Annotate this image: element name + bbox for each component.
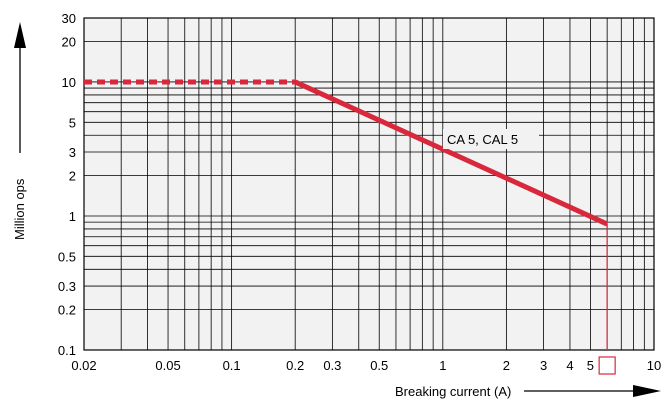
y-tick-label: 3: [69, 145, 76, 160]
y-axis: 0.1 0.2 0.3 0.5 1 2 3 5 10 20 30: [58, 11, 76, 358]
x-tick-label: 2: [503, 358, 510, 373]
grid: [84, 18, 654, 350]
x-tick-label: 10: [647, 358, 661, 373]
x-axis-title: Breaking current (A): [395, 384, 661, 399]
plot-frame: [83, 17, 655, 351]
y-axis-arrow-head: [14, 22, 26, 48]
x-tick-label: 0.02: [71, 358, 96, 373]
y-axis-label: Million ops: [12, 178, 27, 240]
x-axis-label: Breaking current (A): [395, 384, 511, 399]
y-tick-label: 5: [69, 115, 76, 130]
x-tick-label: 4: [566, 358, 573, 373]
series-label: CA 5, CAL 5: [447, 132, 518, 147]
series-layer: [84, 79, 609, 227]
x-tick-label: 0.5: [370, 358, 388, 373]
x-tick-label: 0.3: [323, 358, 341, 373]
x-tick-label: 0.2: [286, 358, 304, 373]
y-tick-label: 30: [62, 11, 76, 26]
x-tick-label: 0.05: [155, 358, 180, 373]
y-tick-label: 0.1: [58, 343, 76, 358]
plot-background: [84, 18, 654, 350]
x-tick-label: 0.1: [223, 358, 241, 373]
y-tick-label: 0.5: [58, 249, 76, 264]
x-tick-label: 1: [439, 358, 446, 373]
y-tick-label: 20: [62, 35, 76, 50]
y-tick-label: 1: [69, 209, 76, 224]
series-label-bg: [443, 129, 539, 149]
series-legend: CA 5, CAL 5: [443, 129, 539, 149]
highlight-box: [598, 356, 616, 375]
y-axis-title: Million ops: [12, 22, 27, 240]
y-tick-label: 2: [69, 169, 76, 184]
x-tick-label: 5: [587, 358, 594, 373]
y-tick-label: 0.2: [58, 303, 76, 318]
y-tick-label: 0.3: [58, 279, 76, 294]
x-axis-arrow-head: [633, 385, 661, 397]
y-tick-label: 10: [62, 75, 76, 90]
x-axis: 0.020.050.10.20.30.512345610: [71, 358, 661, 373]
highlight-layer: [598, 224, 616, 375]
x-tick-label: 3: [540, 358, 547, 373]
series-line: [294, 79, 609, 227]
